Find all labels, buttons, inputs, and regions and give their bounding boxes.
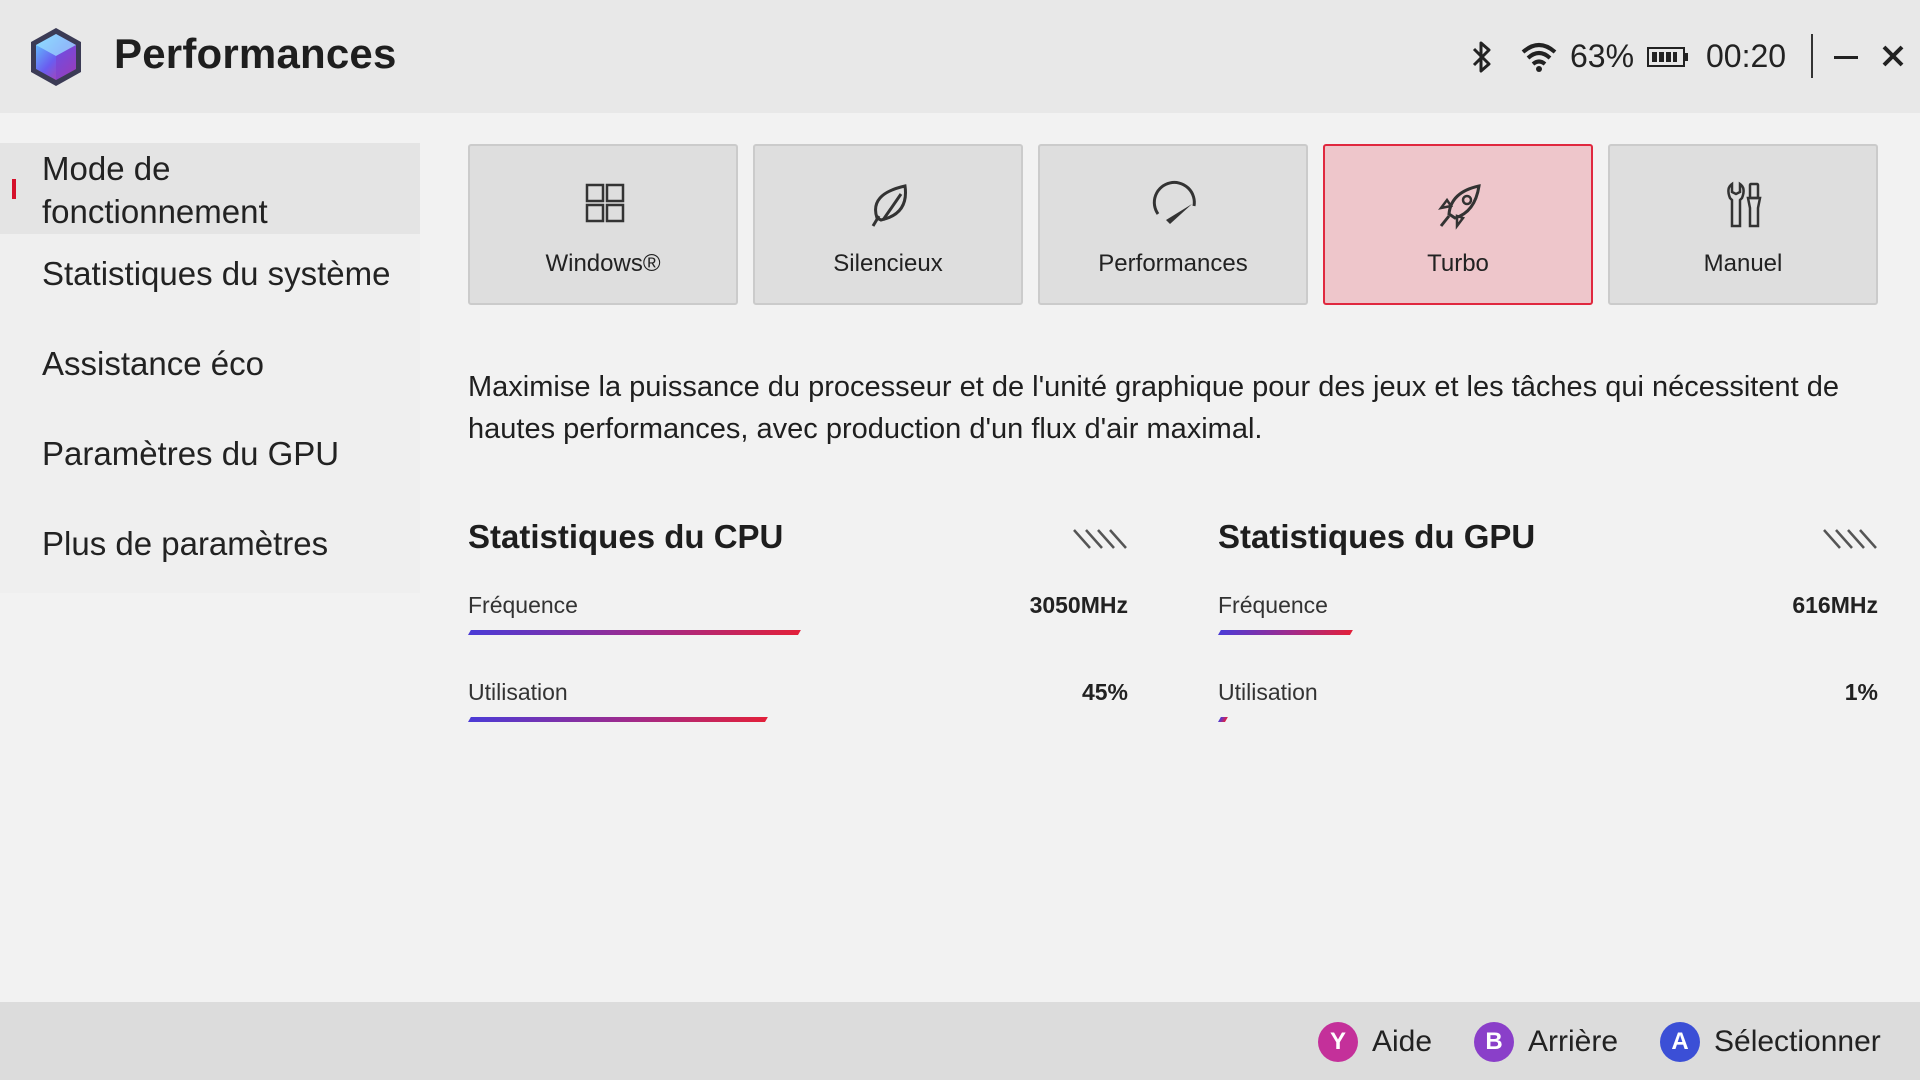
leaf-icon	[871, 184, 907, 227]
help-hint[interactable]: Y Aide	[1318, 1021, 1432, 1063]
cpu-frequency-label: Fréquence	[468, 592, 578, 618]
back-label: Arrière	[1528, 1025, 1619, 1058]
speedometer-icon	[1152, 180, 1196, 224]
mode-card-performances[interactable]: Performances	[1038, 144, 1308, 305]
sidebar-item-label: Paramètres du GPU	[42, 435, 340, 472]
gpu-frequency-value: 616MHz	[1792, 592, 1878, 618]
gpu-frequency-bar-fill	[1218, 630, 1353, 635]
cpu-frequency-value: 3050MHz	[1029, 592, 1128, 618]
page-title: Performances	[114, 30, 397, 77]
mode-label: Silencieux	[833, 250, 943, 277]
sidebar-item-mode-de-fonctionnement[interactable]: Mode de fonctionnement	[0, 143, 420, 234]
rocket-icon	[1438, 184, 1481, 230]
header-divider	[1811, 34, 1813, 78]
mode-label: Windows®	[545, 250, 661, 277]
cpu-usage-bar	[468, 717, 1128, 723]
mode-label: Performances	[1098, 250, 1248, 277]
bluetooth-icon[interactable]	[1470, 40, 1494, 74]
cpu-usage-label: Utilisation	[468, 679, 568, 705]
gpu-usage-value: 1%	[1844, 679, 1878, 705]
gpu-usage-bar	[1218, 717, 1878, 723]
back-hint[interactable]: B Arrière	[1474, 1021, 1618, 1063]
sidebar-item-label-line1: Mode de	[42, 150, 171, 187]
mode-card-silencieux[interactable]: Silencieux	[753, 144, 1023, 305]
gpu-usage-label: Utilisation	[1218, 679, 1318, 705]
cpu-stats-panel: Statistiques du CPU Fréquence 3050MHz Ut…	[468, 518, 1128, 722]
gpu-usage-bar-fill	[1218, 717, 1228, 722]
y-button-icon: Y	[1318, 1022, 1358, 1062]
sidebar-item-plus-de-parametres[interactable]: Plus de paramètres	[0, 525, 420, 585]
sidebar-item-label: Assistance éco	[42, 345, 264, 382]
a-button-icon: A	[1660, 1022, 1700, 1062]
select-hint[interactable]: A Sélectionner	[1660, 1021, 1881, 1063]
mode-label: Manuel	[1703, 250, 1783, 277]
minimize-button[interactable]	[1830, 36, 1864, 76]
help-label: Aide	[1372, 1025, 1433, 1058]
sidebar-item-statistiques-systeme[interactable]: Statistiques du système	[0, 255, 420, 315]
app-logo-icon	[31, 28, 81, 86]
clock: 00:20	[1706, 38, 1787, 74]
sidebar: Mode de fonctionnement Statistiques du s…	[0, 143, 420, 593]
windows-grid-icon	[585, 183, 625, 223]
cpu-frequency-bar-fill	[468, 630, 801, 635]
mode-card-turbo[interactable]: Turbo	[1323, 144, 1593, 305]
close-button[interactable]	[1876, 38, 1910, 74]
mode-card-windows[interactable]: Windows®	[468, 144, 738, 305]
sidebar-item-label-line2: fonctionnement	[42, 193, 268, 230]
cpu-stats-title: Statistiques du CPU	[468, 518, 784, 555]
graph-stripes-icon[interactable]	[1822, 528, 1878, 552]
gpu-frequency-label: Fréquence	[1218, 592, 1328, 618]
cpu-usage-value: 45%	[1081, 679, 1128, 705]
tools-icon	[1727, 181, 1762, 228]
close-icon	[1882, 45, 1904, 67]
gpu-frequency-bar	[1218, 630, 1878, 636]
gpu-stats-panel: Statistiques du GPU Fréquence 616MHz Uti…	[1218, 518, 1878, 722]
title-bar: Performances 63% 00:20	[0, 0, 1920, 113]
mode-label: Turbo	[1427, 250, 1489, 277]
mode-description: Maximise la puissance du processeur et d…	[468, 371, 1839, 445]
mode-card-manuel[interactable]: Manuel	[1608, 144, 1878, 305]
cpu-usage-bar-fill	[468, 717, 768, 722]
gpu-stats-title: Statistiques du GPU	[1218, 518, 1536, 555]
b-button-icon: B	[1474, 1022, 1514, 1062]
sidebar-item-assistance-eco[interactable]: Assistance éco	[0, 345, 420, 405]
cpu-frequency-bar	[468, 630, 1128, 636]
sidebar-item-label: Statistiques du système	[42, 255, 391, 292]
sidebar-item-label: Plus de paramètres	[42, 525, 329, 562]
select-label: Sélectionner	[1714, 1025, 1881, 1058]
battery-icon[interactable]	[1647, 46, 1689, 68]
battery-percentage: 63%	[1570, 38, 1635, 74]
controller-hints-bar: Y Aide B Arrière A Sélectionner	[0, 1002, 1920, 1080]
wifi-icon[interactable]	[1521, 42, 1557, 72]
graph-stripes-icon[interactable]	[1072, 528, 1128, 552]
sidebar-item-parametres-gpu[interactable]: Paramètres du GPU	[0, 435, 420, 495]
